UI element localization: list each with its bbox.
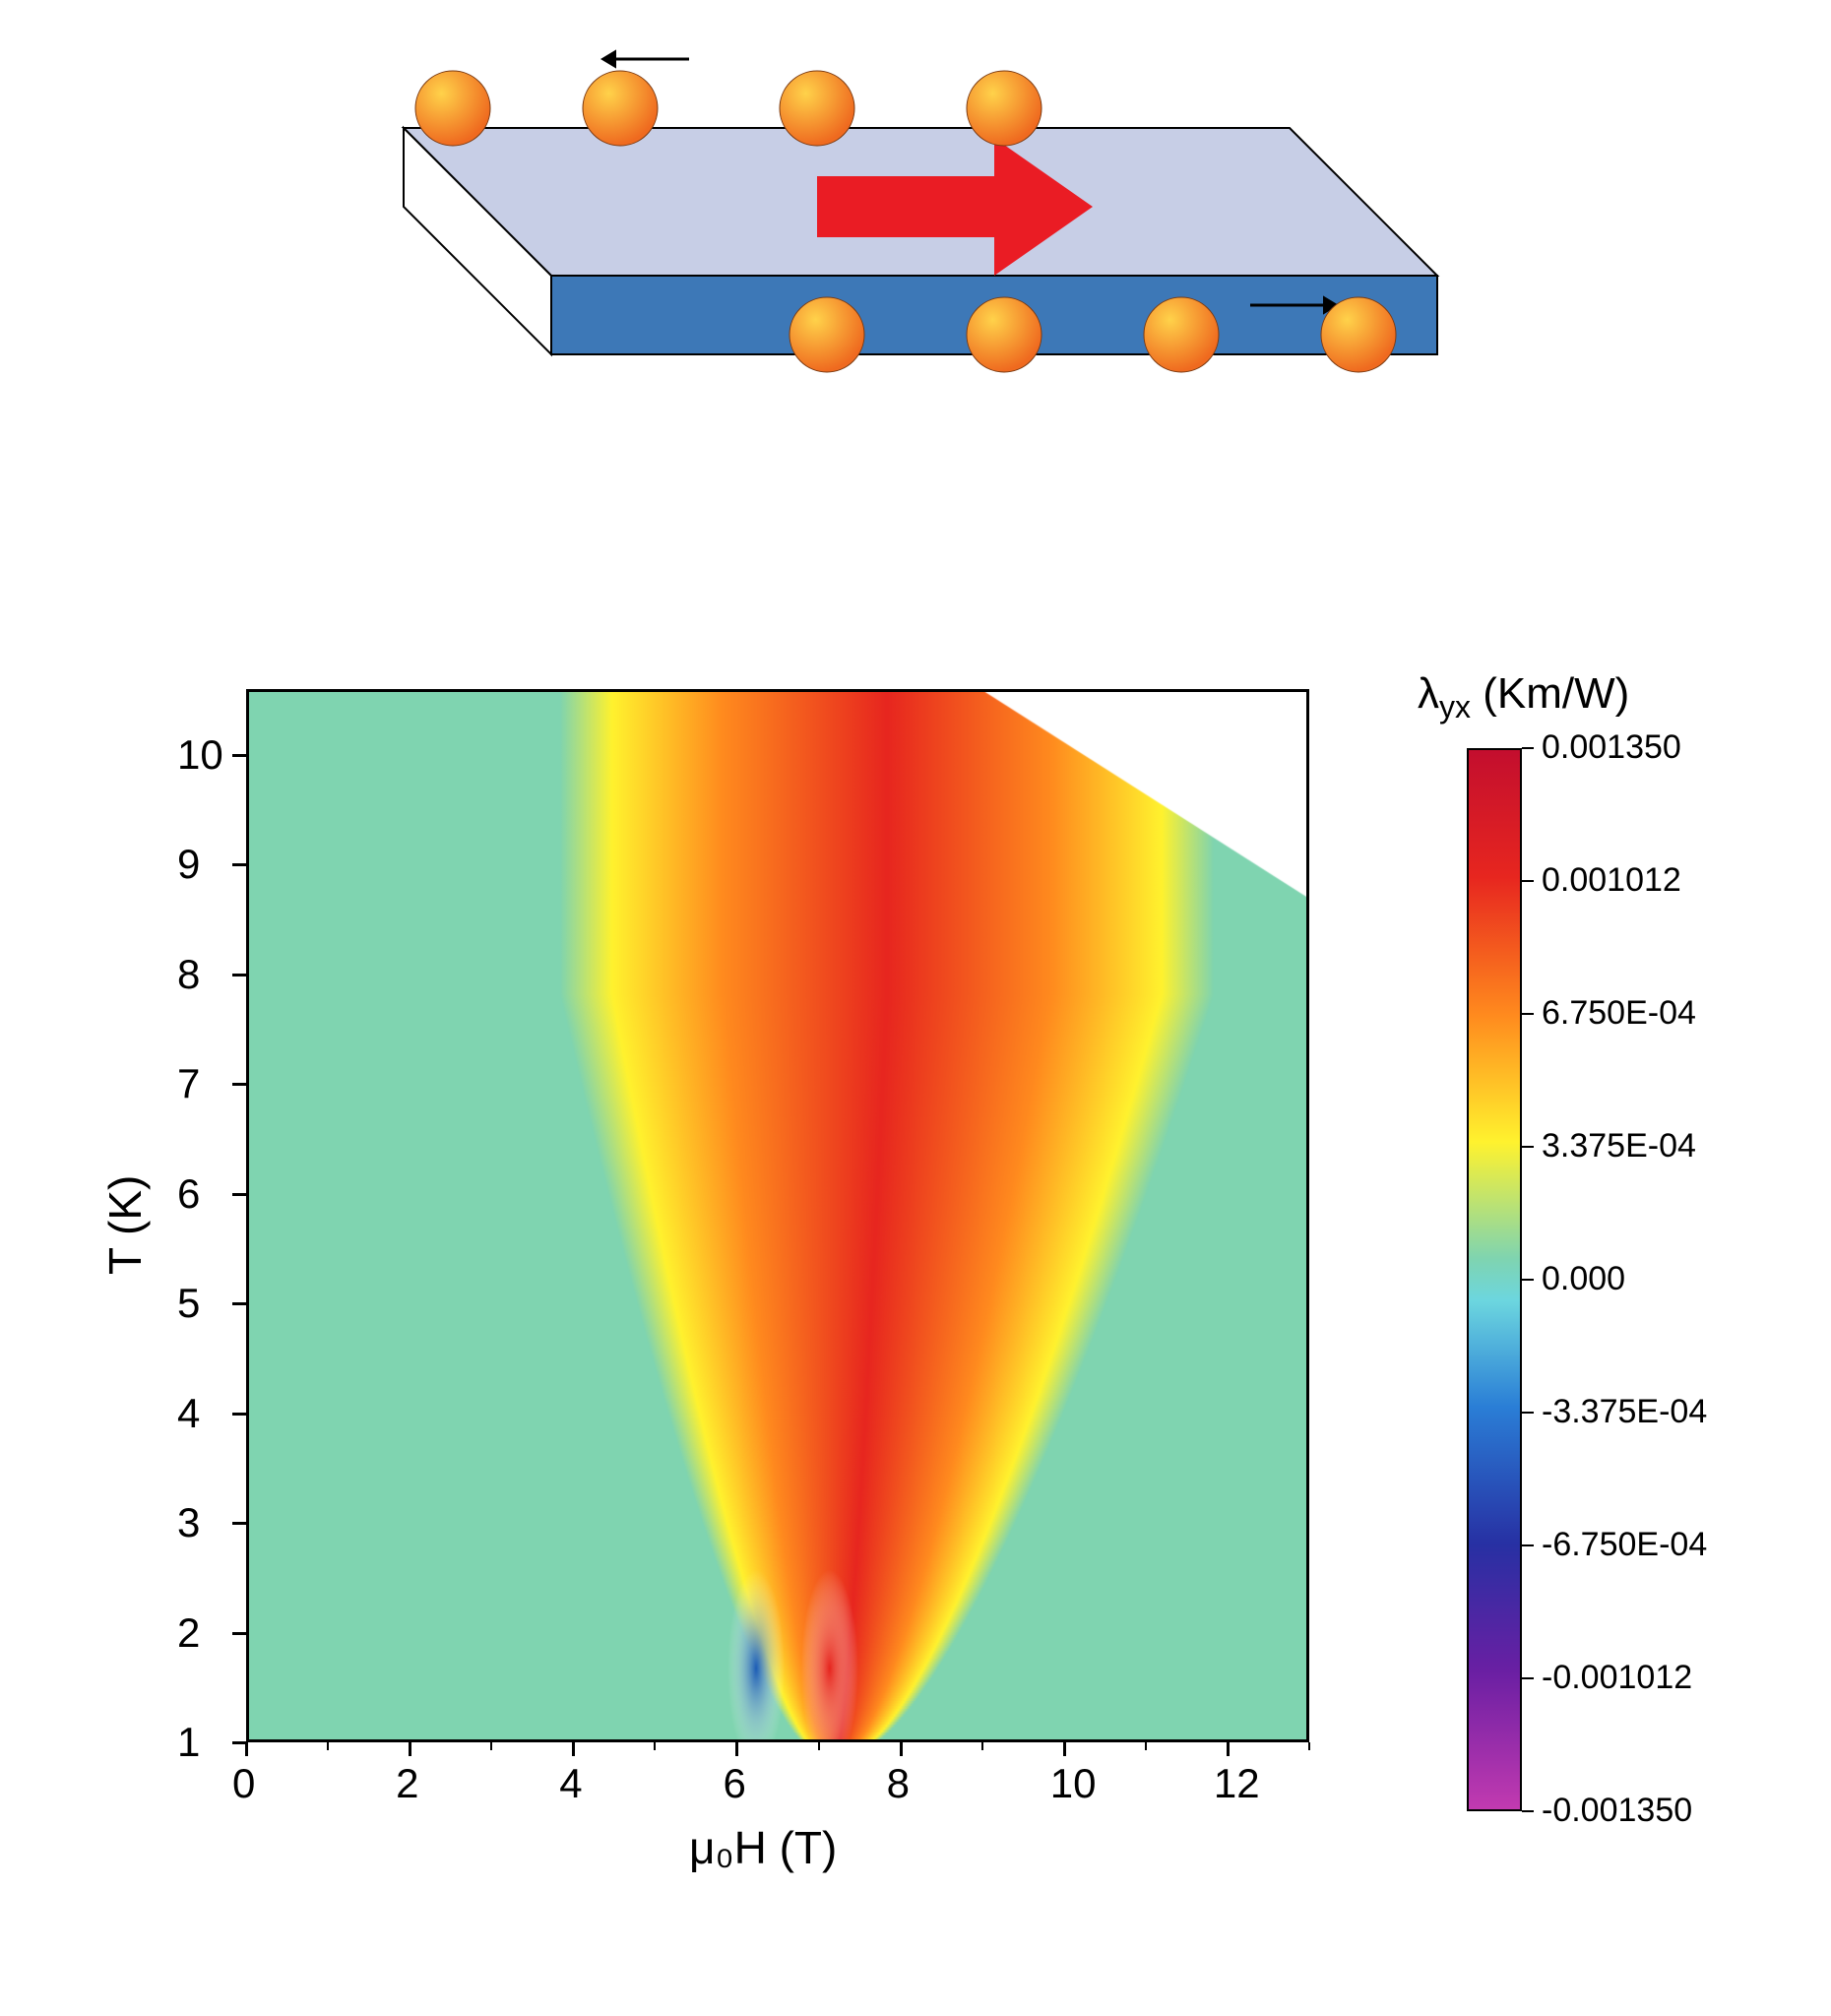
colorbar-tick-label: -0.001350 bbox=[1542, 1792, 1692, 1830]
colorbar-tick bbox=[1522, 1677, 1534, 1679]
y-tick-label: 10 bbox=[177, 731, 223, 779]
heatmap-plot-area bbox=[246, 689, 1309, 1742]
y-tick-label: 3 bbox=[177, 1499, 200, 1546]
y-tick-label: 7 bbox=[177, 1060, 200, 1107]
x-minor-tick bbox=[327, 1742, 329, 1750]
y-tick-label: 6 bbox=[177, 1170, 200, 1218]
y-tick bbox=[232, 1522, 246, 1525]
x-tick bbox=[245, 1742, 248, 1756]
x-tick bbox=[1227, 1742, 1230, 1756]
y-tick bbox=[232, 1413, 246, 1416]
colorbar-tick-label: 3.375E-04 bbox=[1542, 1127, 1696, 1166]
y-tick bbox=[232, 1193, 246, 1196]
y-tick bbox=[232, 1741, 246, 1744]
x-tick-label: 8 bbox=[887, 1760, 910, 1807]
schematic-panel bbox=[394, 20, 1477, 532]
x-tick-label: 12 bbox=[1214, 1760, 1260, 1807]
colorbar-title: λyx (Km/W) bbox=[1418, 669, 1629, 725]
colorbar-tick-label: -0.001012 bbox=[1542, 1659, 1692, 1697]
y-tick bbox=[232, 1632, 246, 1635]
colorbar-tick bbox=[1522, 1279, 1534, 1281]
x-tick-label: 4 bbox=[559, 1760, 582, 1807]
colorbar-tick-label: 6.750E-04 bbox=[1542, 994, 1696, 1033]
x-tick-label: 6 bbox=[723, 1760, 745, 1807]
x-tick-label: 0 bbox=[232, 1760, 255, 1807]
y-tick bbox=[232, 974, 246, 976]
y-tick bbox=[232, 1302, 246, 1305]
page: T (K) μ₀H (T) 024681012 12345678910 λyx … bbox=[0, 0, 1831, 2016]
colorbar-tick-label: 0.001350 bbox=[1542, 728, 1681, 767]
x-tick-label: 10 bbox=[1050, 1760, 1097, 1807]
x-minor-tick bbox=[490, 1742, 492, 1750]
colorbar-tick-label: 0.000 bbox=[1542, 1260, 1625, 1298]
heatmap-panel: T (K) μ₀H (T) 024681012 12345678910 bbox=[79, 669, 1319, 1949]
colorbar-tick bbox=[1522, 1013, 1534, 1015]
x-minor-tick bbox=[981, 1742, 983, 1750]
x-tick bbox=[409, 1742, 411, 1756]
y-tick bbox=[232, 863, 246, 866]
colorbar-tick bbox=[1522, 1146, 1534, 1148]
y-tick-label: 5 bbox=[177, 1280, 200, 1327]
schematic-svg bbox=[394, 20, 1477, 532]
y-tick-label: 1 bbox=[177, 1719, 200, 1766]
colorbar-bar bbox=[1467, 748, 1522, 1811]
colorbar-tick bbox=[1522, 1810, 1534, 1812]
y-tick-label: 9 bbox=[177, 841, 200, 888]
colorbar-tick bbox=[1522, 1544, 1534, 1546]
x-minor-tick bbox=[654, 1742, 656, 1750]
x-minor-tick bbox=[818, 1742, 820, 1750]
y-tick-label: 8 bbox=[177, 951, 200, 998]
x-tick bbox=[735, 1742, 738, 1756]
x-axis-label: μ₀H (T) bbox=[689, 1821, 837, 1874]
colorbar-tick-label: -3.375E-04 bbox=[1542, 1393, 1707, 1431]
colorbar-tick bbox=[1522, 1412, 1534, 1414]
heatmap-canvas bbox=[249, 692, 1309, 1742]
x-minor-tick bbox=[1308, 1742, 1310, 1750]
x-minor-tick bbox=[1145, 1742, 1147, 1750]
x-tick bbox=[900, 1742, 903, 1756]
colorbar-tick-label: 0.001012 bbox=[1542, 861, 1681, 900]
y-tick bbox=[232, 1083, 246, 1086]
colorbar-panel: λyx (Km/W) 0.001350 0.001012 6.750E-04 3.37… bbox=[1408, 669, 1782, 1949]
x-tick bbox=[1063, 1742, 1066, 1756]
y-tick-label: 4 bbox=[177, 1390, 200, 1437]
y-axis-label: T (K) bbox=[98, 1175, 152, 1275]
colorbar-tick-label: -6.750E-04 bbox=[1542, 1526, 1707, 1564]
y-tick-label: 2 bbox=[177, 1609, 200, 1657]
y-tick bbox=[232, 754, 246, 757]
colorbar-tick bbox=[1522, 880, 1534, 882]
x-tick bbox=[572, 1742, 575, 1756]
colorbar-tick bbox=[1522, 747, 1534, 749]
x-tick-label: 2 bbox=[396, 1760, 418, 1807]
